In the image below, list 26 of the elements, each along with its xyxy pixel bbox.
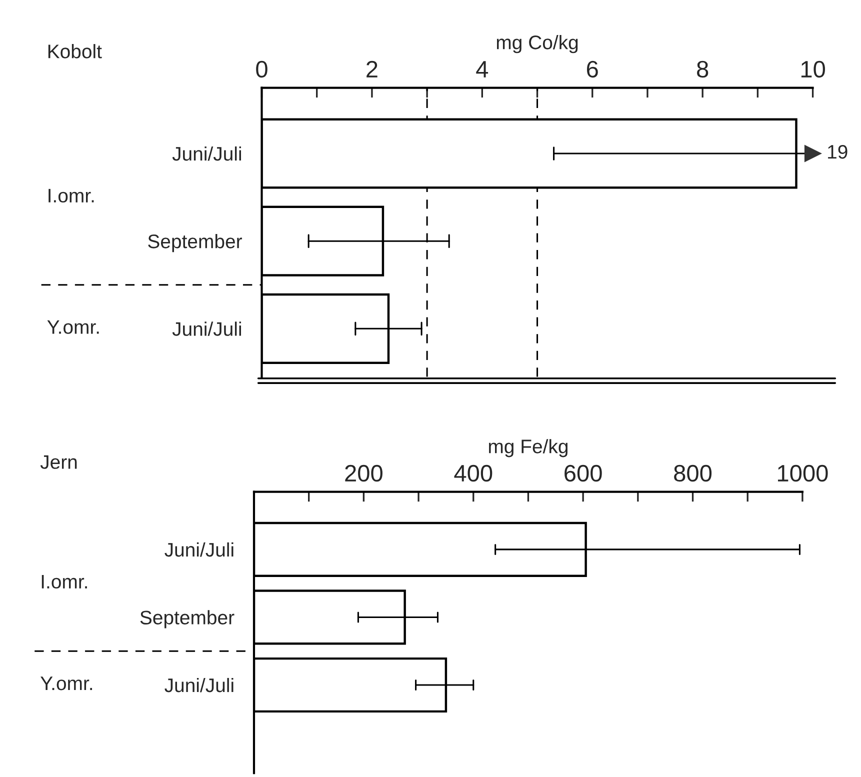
y-tick-label: Juni/Juli	[172, 146, 241, 161]
y-tick-label: Juni/Juli	[172, 322, 241, 336]
x-tick-label: 400	[454, 464, 492, 482]
x-axis-title: mg Fe/kg	[488, 439, 568, 458]
y-tick-label: September	[148, 234, 242, 252]
text: Kobolt	[48, 44, 102, 58]
text: 19	[828, 144, 848, 159]
x-axis-title: mg Co/kg	[496, 35, 578, 54]
x-tick-label: 0	[256, 60, 268, 78]
x-tick-label: 800	[674, 464, 712, 482]
x-tick-label: 8	[697, 60, 708, 78]
y-tick-label: Juni/Juli	[164, 678, 234, 692]
x-tick-label: 10	[801, 60, 825, 78]
text: Jern	[40, 455, 77, 469]
x-tick-label: 2	[366, 60, 378, 78]
x-tick-label: 6	[587, 60, 598, 78]
text: Y.omr.	[40, 676, 92, 690]
text: I.omr.	[42, 574, 87, 589]
y-tick-label: Juni/Juli	[164, 542, 234, 557]
x-tick-label: 4	[476, 61, 488, 78]
x-tick-label: 1000	[778, 464, 828, 482]
x-tick-label: 600	[564, 464, 602, 482]
text: I.omr.	[48, 188, 94, 203]
x-tick-label: 200	[345, 464, 382, 482]
y-tick-label: September	[140, 610, 234, 628]
text: Y.omr.	[47, 320, 99, 334]
